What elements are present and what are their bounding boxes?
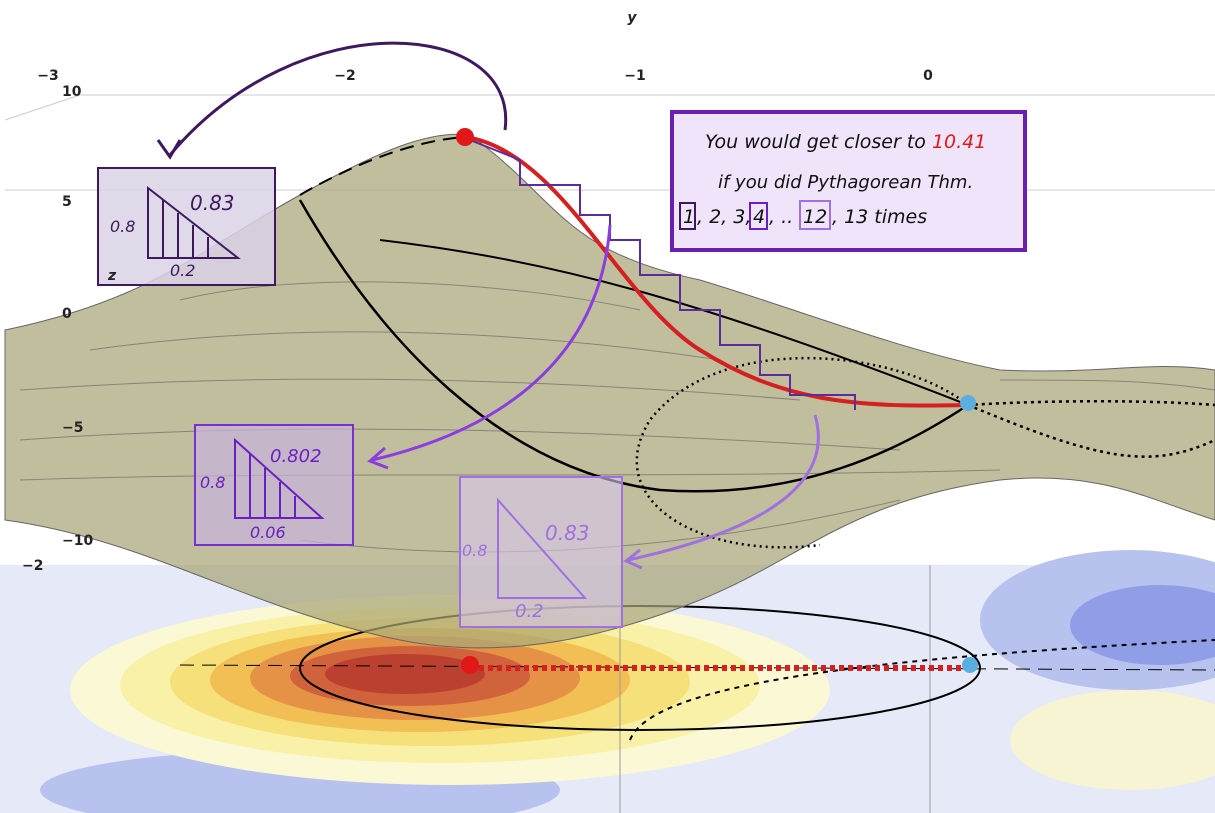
- height: 0.8: [200, 473, 225, 492]
- y-tick-label: 0: [923, 68, 933, 84]
- y-tick-label: −3: [37, 68, 58, 84]
- z-tick-label: 10: [62, 84, 82, 100]
- base: 0.2: [515, 601, 544, 622]
- note-value: 10.41: [932, 131, 986, 153]
- note-text: You would get closer to: [705, 131, 926, 153]
- z-tick-label: 0: [62, 306, 72, 322]
- y-tick-label: −1: [624, 68, 645, 84]
- y-axis-label: y: [627, 10, 637, 26]
- plot: y −3 −2 −1 0 10 5 0 −5 −10 −2 z 0.83 0.8…: [0, 0, 1215, 813]
- z-tick-label: −10: [62, 533, 93, 549]
- height: 0.8: [462, 541, 487, 560]
- callout: z 0.83 0.8 0.2: [98, 168, 275, 285]
- note-line: 1 , 2, 3, 4 , .. 12 , 13 times: [680, 201, 927, 229]
- base: 0.06: [250, 523, 286, 542]
- count: , 13 times: [832, 206, 927, 228]
- count: 12: [803, 206, 827, 228]
- callout: 0.83 0.8 0.2: [460, 477, 622, 627]
- callout: 0.802 0.8 0.06: [195, 425, 353, 545]
- count: 4: [753, 206, 765, 228]
- note: You would get closer to 10.41 if you did…: [672, 112, 1025, 250]
- note-line: You would get closer to 10.41: [705, 131, 986, 153]
- height: 0.8: [110, 217, 135, 236]
- z-tick-label: −5: [62, 420, 83, 436]
- z-tick-label: −2: [22, 558, 43, 574]
- count: , 2, 3,: [697, 206, 751, 228]
- z-tick-label: 5: [62, 194, 72, 210]
- hypotenuse: 0.802: [270, 446, 322, 467]
- hypotenuse: 0.83: [190, 191, 235, 215]
- count: 1: [683, 206, 695, 228]
- hypotenuse: 0.83: [545, 521, 590, 545]
- base: 0.2: [170, 261, 195, 280]
- note-line: if you did Pythagorean Thm.: [718, 172, 973, 193]
- y-tick-label: −2: [334, 68, 355, 84]
- count: , ..: [769, 206, 793, 228]
- z-axis-label: z: [107, 268, 117, 284]
